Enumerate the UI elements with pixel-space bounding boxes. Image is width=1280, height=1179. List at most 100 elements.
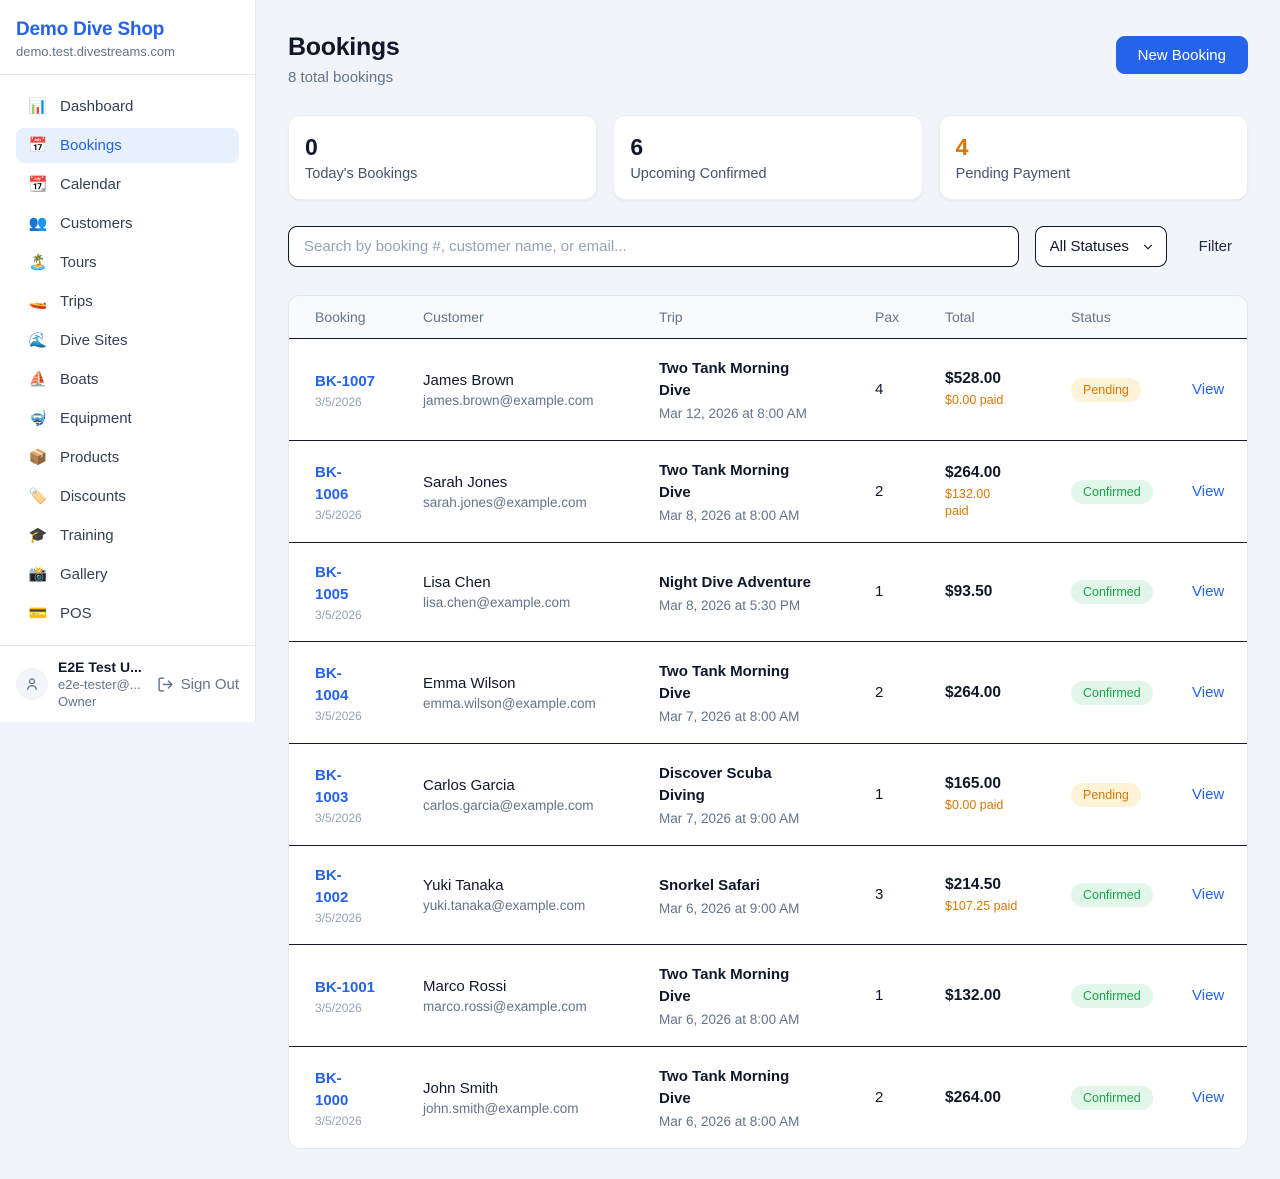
total-amount: $264.00 <box>945 1088 1002 1106</box>
column-header-status: Status <box>1055 296 1176 339</box>
trip-cell: Two Tank Morning Dive Mar 8, 2026 at 8:0… <box>643 440 859 543</box>
booking-id-link[interactable]: BK- 1002 <box>315 867 349 906</box>
table-row: BK- 1003 3/5/2026 Carlos Garcia carlos.g… <box>289 743 1247 846</box>
sidebar-item-pos[interactable]: 💳 POS <box>16 596 239 631</box>
sidebar-item-bookings[interactable]: 📅 Bookings <box>16 128 239 163</box>
customer-cell: Marco Rossi marco.rossi@example.com <box>407 944 643 1047</box>
stat-card-upcoming-confirmed: 6 Upcoming Confirmed <box>613 115 923 200</box>
view-link[interactable]: View <box>1192 583 1225 600</box>
package-icon: 📦 <box>28 449 48 466</box>
trip-name: Two Tank Morning Dive <box>659 966 790 1005</box>
total-cell: $264.00 <box>929 641 1055 744</box>
view-link[interactable]: View <box>1192 482 1225 500</box>
sidebar-item-training[interactable]: 🎓 Training <box>16 518 239 553</box>
user-name: E2E Test U... <box>58 659 142 675</box>
table-row: BK- 1002 3/5/2026 Yuki Tanaka yuki.tanak… <box>289 845 1247 945</box>
user-email: e2e-tester@... <box>58 677 141 692</box>
booking-id-link[interactable]: BK- 1003 <box>315 766 349 806</box>
view-link[interactable]: View <box>1192 1088 1225 1106</box>
pax-value: 3 <box>875 886 884 903</box>
sidebar-item-dashboard[interactable]: 📊 Dashboard <box>16 89 239 124</box>
sidebar-item-label: Gallery <box>60 566 108 583</box>
pax-value: 4 <box>875 380 884 398</box>
view-link[interactable]: View <box>1192 683 1225 701</box>
sidebar-item-tours[interactable]: 🏝️ Tours <box>16 245 239 280</box>
booking-date: 3/5/2026 <box>315 1000 362 1015</box>
customer-name: Yuki Tanaka <box>423 877 504 894</box>
customer-cell: Emma Wilson emma.wilson@example.com <box>407 641 643 744</box>
sidebar-item-trips[interactable]: 🚤 Trips <box>16 284 239 319</box>
status-cell: Confirmed <box>1055 641 1176 744</box>
view-link[interactable]: View <box>1192 886 1225 903</box>
sidebar-item-discounts[interactable]: 🏷️ Discounts <box>16 479 239 514</box>
table-row: BK-1001 3/5/2026 Marco Rossi marco.rossi… <box>289 944 1247 1047</box>
sidebar-item-dive-sites[interactable]: 🌊 Dive Sites <box>16 323 239 358</box>
status-cell: Pending <box>1055 339 1176 441</box>
booking-id-link[interactable]: BK- 1004 <box>315 664 349 704</box>
sailboat-icon: ⛵ <box>28 371 48 388</box>
action-cell: View <box>1176 641 1247 744</box>
new-booking-button[interactable]: New Booking <box>1115 36 1248 74</box>
booking-cell: BK-1007 3/5/2026 <box>289 339 407 441</box>
status-filter-select[interactable]: All Statuses <box>1034 226 1167 267</box>
avatar <box>16 668 48 700</box>
sidebar-item-products[interactable]: 📦 Products <box>16 440 239 475</box>
main-content: Bookings 8 total bookings New Booking 0 … <box>256 0 1280 1179</box>
trip-name: Two Tank Morning Dive <box>659 462 790 501</box>
search-input[interactable] <box>288 226 1019 267</box>
view-link[interactable]: View <box>1192 986 1225 1004</box>
column-header-total: Total <box>929 296 1055 339</box>
trip-cell: Two Tank Morning Dive Mar 7, 2026 at 8:0… <box>643 641 859 744</box>
sign-out-button[interactable]: Sign Out <box>157 676 239 693</box>
stat-card-today-s-bookings: 0 Today's Bookings <box>288 115 598 200</box>
trip-name: Night Dive Adventure <box>659 573 811 591</box>
booking-id-link[interactable]: BK- 1000 <box>315 1069 349 1109</box>
label-tag-icon: 🏷️ <box>28 488 48 505</box>
booking-id-link[interactable]: BK-1007 <box>315 372 376 390</box>
booking-date: 3/5/2026 <box>315 608 362 622</box>
pax-value: 2 <box>875 683 884 701</box>
booking-id-link[interactable]: BK-1001 <box>315 978 376 996</box>
total-amount: $132.00 <box>945 986 1002 1004</box>
sidebar-item-gallery[interactable]: 📸 Gallery <box>16 557 239 592</box>
customer-email: john.smith@example.com <box>423 1100 579 1116</box>
shop-name: Demo Dive Shop <box>16 19 165 40</box>
pax-cell: 2 <box>859 641 929 744</box>
total-cell: $132.00 <box>929 944 1055 1047</box>
island-icon: 🏝️ <box>28 254 48 271</box>
sidebar-item-customers[interactable]: 👥 Customers <box>16 206 239 241</box>
sidebar-item-label: Trips <box>60 293 93 310</box>
view-link[interactable]: View <box>1192 785 1225 803</box>
customer-cell: John Smith john.smith@example.com <box>407 1046 643 1148</box>
trip-datetime: Mar 8, 2026 at 5:30 PM <box>659 597 801 613</box>
bookings-table-card: Booking Customer Trip Pax Total Status BK-100… <box>288 295 1248 1149</box>
filter-button[interactable]: Filter <box>1183 238 1248 255</box>
sidebar-item-equipment[interactable]: 🤿 Equipment <box>16 401 239 436</box>
sidebar-item-label: Discounts <box>60 488 126 505</box>
trip-datetime: Mar 8, 2026 at 8:00 AM <box>659 508 800 523</box>
booking-cell: BK- 1005 3/5/2026 <box>289 542 407 642</box>
pax-cell: 2 <box>859 1046 929 1148</box>
customer-email: carlos.garcia@example.com <box>423 797 594 813</box>
sidebar-item-calendar[interactable]: 📆 Calendar <box>16 167 239 202</box>
table-row: BK- 1006 3/5/2026 Sarah Jones sarah.jone… <box>289 440 1247 543</box>
customer-email: sarah.jones@example.com <box>423 494 587 510</box>
booking-cell: BK- 1003 3/5/2026 <box>289 743 407 846</box>
people-icon: 👥 <box>28 215 48 232</box>
booking-id-link[interactable]: BK- 1006 <box>315 463 349 503</box>
customer-name: Emma Wilson <box>423 674 516 692</box>
paid-amount: $107.25 paid <box>945 898 1018 913</box>
filter-row: All Statuses Filter <box>288 226 1248 267</box>
stat-value: 6 <box>630 134 644 160</box>
trip-datetime: Mar 7, 2026 at 9:00 AM <box>659 811 800 826</box>
pax-value: 1 <box>875 986 884 1004</box>
sidebar-item-boats[interactable]: ⛵ Boats <box>16 362 239 397</box>
diving-mask-icon: 🤿 <box>28 410 48 427</box>
wave-icon: 🌊 <box>28 332 48 349</box>
booking-id-link[interactable]: BK- 1005 <box>315 564 349 603</box>
pax-value: 2 <box>875 482 884 500</box>
total-amount: $214.50 <box>945 875 1002 893</box>
view-link[interactable]: View <box>1192 380 1225 398</box>
customer-name: Carlos Garcia <box>423 776 515 794</box>
